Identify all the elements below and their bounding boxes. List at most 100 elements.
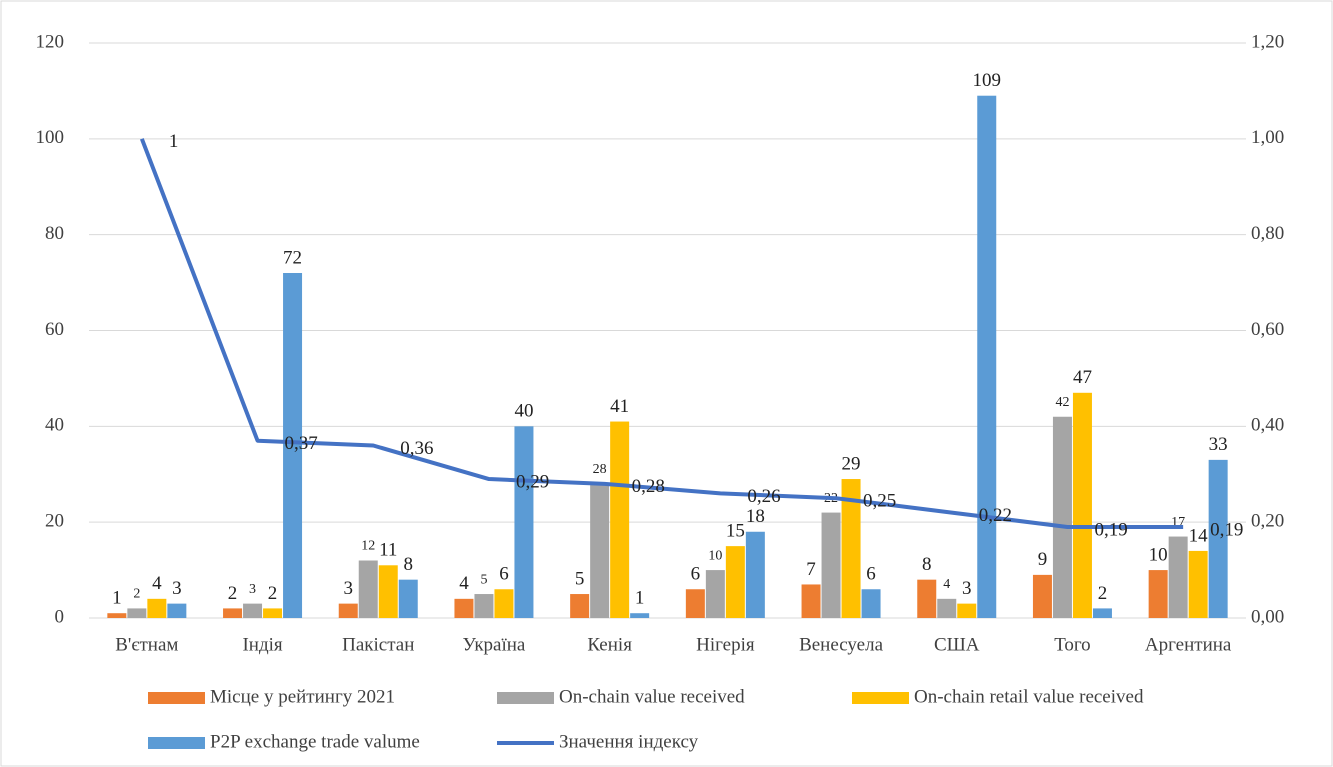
bar bbox=[167, 603, 187, 618]
line-label: 0,25 bbox=[863, 491, 896, 512]
data-label: 5 bbox=[575, 568, 585, 589]
bar bbox=[1032, 574, 1052, 618]
legend-label: On-chain value received bbox=[559, 686, 745, 707]
data-label: 47 bbox=[1073, 367, 1092, 388]
legend-swatch bbox=[852, 692, 909, 704]
y2-tick-label: 1,20 bbox=[1251, 31, 1284, 52]
y-tick-label: 100 bbox=[36, 127, 65, 148]
bar bbox=[107, 613, 127, 618]
line-label: 0,37 bbox=[285, 433, 318, 454]
data-label: 6 bbox=[866, 564, 876, 585]
bar bbox=[1188, 550, 1208, 618]
data-label: 11 bbox=[379, 540, 397, 561]
x-tick-label: Індія bbox=[242, 634, 282, 655]
data-label: 8 bbox=[922, 554, 932, 575]
bar bbox=[745, 531, 765, 618]
data-label: 4 bbox=[943, 577, 950, 592]
data-label: 6 bbox=[499, 564, 509, 585]
bar bbox=[977, 95, 997, 619]
bar bbox=[861, 589, 881, 618]
data-label: 4 bbox=[152, 573, 162, 594]
bar bbox=[283, 273, 303, 618]
bar bbox=[1208, 459, 1228, 618]
line-label: 0,28 bbox=[632, 476, 665, 497]
bar bbox=[1072, 392, 1092, 618]
data-label: 9 bbox=[1038, 549, 1048, 570]
bar bbox=[801, 584, 821, 618]
y-tick-label: 80 bbox=[45, 223, 64, 244]
bar bbox=[454, 598, 474, 618]
data-label: 18 bbox=[746, 506, 765, 527]
legend-label: Значення індексу bbox=[559, 731, 699, 752]
data-label: 12 bbox=[361, 539, 375, 554]
x-tick-label: Венесуела bbox=[799, 634, 884, 655]
y2-tick-label: 1,00 bbox=[1251, 127, 1284, 148]
data-label: 8 bbox=[404, 554, 414, 575]
bar bbox=[917, 579, 937, 618]
data-label: 14 bbox=[1189, 525, 1209, 546]
bar bbox=[957, 603, 977, 618]
data-label: 5 bbox=[480, 572, 487, 587]
legend-label: On-chain retail value received bbox=[914, 686, 1144, 707]
x-tick-label: Кенія bbox=[587, 634, 632, 655]
bar bbox=[590, 483, 610, 618]
bar bbox=[821, 512, 841, 618]
data-label: 3 bbox=[249, 582, 256, 597]
data-label: 4 bbox=[459, 573, 469, 594]
data-label: 3 bbox=[344, 578, 354, 599]
legend-swatch bbox=[148, 737, 205, 749]
data-label: 1 bbox=[635, 588, 645, 609]
data-label: 41 bbox=[610, 396, 629, 417]
line-label: 0,26 bbox=[747, 486, 780, 507]
line-label: 0,19 bbox=[1210, 519, 1243, 540]
bar bbox=[378, 565, 398, 618]
bar bbox=[263, 608, 283, 618]
bar bbox=[243, 603, 263, 618]
y-tick-label: 120 bbox=[36, 31, 65, 52]
legend-swatch bbox=[148, 692, 205, 704]
bar bbox=[398, 579, 418, 618]
bar bbox=[570, 594, 590, 618]
line-label: 1 bbox=[169, 131, 179, 152]
data-label: 40 bbox=[514, 401, 533, 422]
index-line bbox=[139, 138, 1184, 529]
x-tick-label: Аргентина bbox=[1145, 634, 1232, 655]
legend-swatch bbox=[497, 692, 554, 704]
bar bbox=[705, 570, 725, 618]
bar bbox=[610, 421, 630, 618]
data-label: 72 bbox=[283, 247, 302, 268]
data-label: 28 bbox=[593, 462, 607, 477]
data-label: 3 bbox=[962, 578, 972, 599]
line-label: 0,29 bbox=[516, 471, 549, 492]
bar bbox=[1168, 536, 1188, 618]
x-tick-label: Нігерія bbox=[696, 634, 755, 655]
y2-tick-label: 0,20 bbox=[1251, 511, 1284, 532]
bar bbox=[1148, 570, 1168, 618]
data-label: 10 bbox=[1149, 544, 1168, 565]
y-tick-label: 20 bbox=[45, 511, 64, 532]
bar bbox=[223, 608, 243, 618]
bar bbox=[514, 426, 534, 618]
data-label: 2 bbox=[1098, 583, 1108, 604]
y-tick-label: 60 bbox=[45, 319, 64, 340]
x-tick-label: В'єтнам bbox=[115, 634, 178, 655]
data-label: 42 bbox=[1055, 395, 1069, 410]
bar bbox=[1092, 608, 1112, 618]
data-label: 1 bbox=[112, 588, 122, 609]
y-tick-label: 40 bbox=[45, 415, 64, 436]
data-label: 33 bbox=[1209, 434, 1228, 455]
data-label: 2 bbox=[268, 583, 278, 604]
line-label: 0,22 bbox=[979, 505, 1012, 526]
bar bbox=[474, 594, 494, 618]
x-tick-label: Пакістан bbox=[342, 634, 414, 655]
data-label: 10 bbox=[708, 548, 722, 563]
data-label: 2 bbox=[228, 583, 238, 604]
data-label: 3 bbox=[172, 578, 182, 599]
data-label: 2 bbox=[133, 587, 140, 602]
y2-tick-label: 0,40 bbox=[1251, 415, 1284, 436]
data-label: 109 bbox=[973, 70, 1002, 91]
bar bbox=[358, 560, 378, 618]
bar bbox=[841, 479, 861, 618]
